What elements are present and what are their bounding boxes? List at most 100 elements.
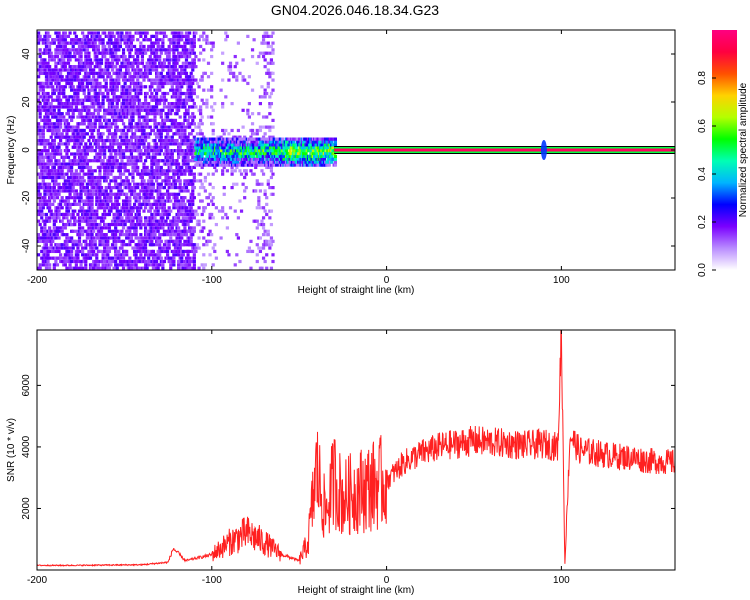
heatmap-cell xyxy=(188,266,192,270)
heatmap-cell xyxy=(255,259,259,264)
heatmap-cell xyxy=(180,85,184,89)
heatmap-cell xyxy=(46,149,50,153)
heatmap-cell xyxy=(246,108,250,112)
heatmap-cell xyxy=(148,38,152,42)
heatmap-cell xyxy=(184,186,189,190)
heatmap-cell xyxy=(38,199,42,203)
heatmap-cell xyxy=(73,209,77,213)
heatmap-cell xyxy=(96,216,100,220)
heatmap-cell xyxy=(95,34,99,38)
heatmap-cell xyxy=(181,186,185,190)
heatmap-cell xyxy=(66,155,71,159)
heatmap-cell xyxy=(145,202,149,206)
heatmap-cell xyxy=(104,256,108,260)
heatmap-cell xyxy=(183,219,187,223)
heatmap-cell xyxy=(261,256,266,260)
heatmap-cell xyxy=(221,172,225,176)
heatmap-cell xyxy=(186,138,190,143)
heatmap-cell xyxy=(79,54,83,59)
heatmap-cell xyxy=(139,256,143,260)
heatmap-cell xyxy=(46,152,50,156)
heatmap-cell xyxy=(180,165,184,170)
heatmap-cell xyxy=(43,122,47,126)
heatmap-cell xyxy=(136,85,140,89)
heatmap-cell xyxy=(208,192,212,196)
heatmap-cell xyxy=(211,172,215,176)
heatmap-cell xyxy=(183,159,187,163)
heatmap-cell xyxy=(77,209,82,213)
heatmap-cell xyxy=(165,132,170,136)
heatmap-cell xyxy=(200,229,204,233)
heatmap-cell xyxy=(129,41,134,45)
heatmap-cell xyxy=(202,31,206,35)
heatmap-cell xyxy=(159,132,163,136)
heatmap-cell xyxy=(188,31,192,35)
heatmap-cell xyxy=(136,159,140,163)
heatmap-cell xyxy=(101,226,105,230)
heatmap-cell xyxy=(150,91,154,96)
heatmap-cell xyxy=(247,102,252,106)
heatmap-cell xyxy=(63,189,67,193)
heatmap-cell xyxy=(214,256,218,260)
heatmap-cell xyxy=(142,78,146,82)
heatmap-cell xyxy=(96,236,100,240)
heatmap-cell xyxy=(118,212,123,217)
heatmap-cell xyxy=(153,155,157,159)
heatmap-cell xyxy=(40,216,44,220)
heatmap-cell xyxy=(211,216,215,220)
heatmap-cell xyxy=(117,48,121,52)
heatmap-cell xyxy=(161,216,165,220)
heatmap-cell xyxy=(85,236,89,240)
heatmap-cell xyxy=(260,137,264,141)
heatmap-cell xyxy=(38,206,42,210)
heatmap-cell xyxy=(98,172,102,176)
heatmap-cell xyxy=(57,172,61,176)
heatmap-cell xyxy=(55,196,60,200)
heatmap-cell xyxy=(180,132,184,136)
heatmap-cell xyxy=(268,239,272,243)
heatmap-cell xyxy=(150,58,154,62)
heatmap-cell xyxy=(121,102,126,106)
heatmap-cell xyxy=(38,222,42,227)
heatmap-cell xyxy=(169,236,173,240)
heatmap-cell xyxy=(136,182,140,186)
heatmap-cell xyxy=(210,143,214,147)
heatmap-cell xyxy=(114,259,118,264)
heatmap-cell xyxy=(38,125,42,129)
heatmap-cell xyxy=(156,149,160,153)
heatmap-cell xyxy=(125,91,129,96)
heatmap-cell xyxy=(257,199,261,203)
heatmap-cell xyxy=(112,142,116,146)
heatmap-cell xyxy=(132,125,137,129)
heatmap-cell xyxy=(106,58,110,62)
heatmap-cell xyxy=(123,61,127,65)
heatmap-cell xyxy=(159,48,163,52)
heatmap-cell xyxy=(92,229,96,233)
heatmap-cell xyxy=(82,128,86,133)
heatmap-cell xyxy=(59,165,63,170)
heatmap-cell xyxy=(206,75,211,79)
heatmap-cell xyxy=(136,206,140,210)
heatmap-cell xyxy=(199,108,203,112)
heatmap-cell xyxy=(114,112,118,116)
heatmap-cell xyxy=(79,112,83,116)
heatmap-cell xyxy=(246,34,250,38)
heatmap-cell xyxy=(183,239,187,243)
heatmap-cell xyxy=(125,138,129,143)
heatmap-cell xyxy=(165,159,170,163)
heatmap-cell xyxy=(255,157,259,161)
heatmap-cell xyxy=(51,175,55,180)
heatmap-cell xyxy=(216,135,220,139)
heatmap-cell xyxy=(194,31,198,35)
heatmap-cell xyxy=(153,253,157,257)
heatmap-cell xyxy=(183,162,187,166)
heatmap-cell xyxy=(211,132,215,136)
heatmap-cell xyxy=(136,122,140,126)
heatmap-cell xyxy=(48,54,52,59)
heatmap-cell xyxy=(37,162,41,166)
heatmap-cell xyxy=(112,105,116,109)
heatmap-cell xyxy=(186,34,190,38)
heatmap-cell xyxy=(143,226,148,230)
heatmap-cell xyxy=(117,236,121,240)
heatmap-cell xyxy=(235,151,240,156)
